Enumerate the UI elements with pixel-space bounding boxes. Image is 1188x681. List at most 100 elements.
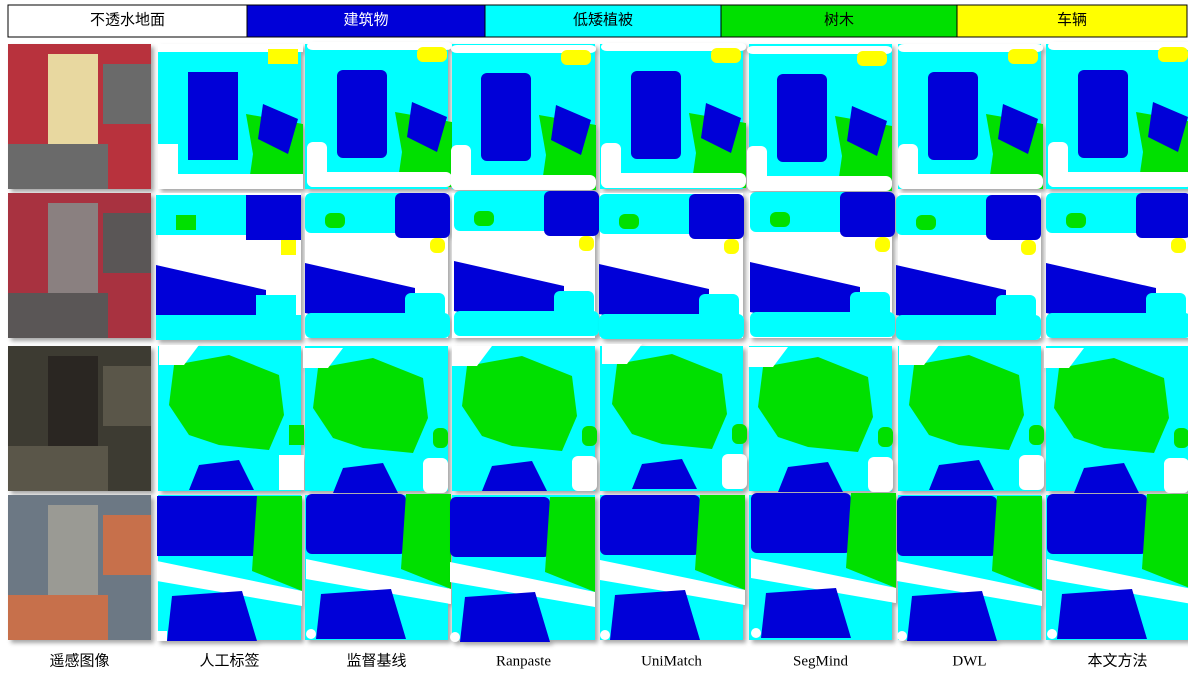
image-patch xyxy=(48,54,98,144)
segmentation-map xyxy=(749,493,896,640)
class-region xyxy=(601,173,746,188)
class-region xyxy=(157,496,257,556)
image-patch xyxy=(103,366,151,426)
segmentation-map xyxy=(898,44,1043,189)
figure: 不透水地面建筑物低矮植被树木车辆遥感图像人工标签监督基线RanpasteUniM… xyxy=(0,0,1188,676)
class-region xyxy=(1174,428,1188,448)
class-region xyxy=(451,175,596,190)
class-region xyxy=(433,428,448,448)
segmentation-map xyxy=(158,44,303,189)
class-region xyxy=(732,424,747,444)
class-region xyxy=(554,291,594,336)
column-label: Ranpaste xyxy=(496,653,551,669)
class-region xyxy=(325,213,345,228)
segmentation-map xyxy=(450,495,595,642)
class-region xyxy=(1046,193,1146,233)
class-region xyxy=(916,215,936,230)
image-patch xyxy=(103,64,151,124)
class-region xyxy=(1164,458,1188,493)
image-patch xyxy=(8,446,108,491)
class-region xyxy=(1029,425,1044,445)
legend-label: 车辆 xyxy=(1057,11,1087,28)
class-region xyxy=(405,293,445,338)
class-region xyxy=(157,631,167,641)
class-region xyxy=(777,74,827,162)
class-region xyxy=(474,211,494,226)
segmentation-map xyxy=(305,42,452,189)
class-region xyxy=(1171,238,1186,253)
image-patch xyxy=(103,213,151,273)
class-region xyxy=(306,494,406,554)
remote-image xyxy=(8,193,151,338)
class-region xyxy=(305,193,405,233)
class-region xyxy=(722,454,747,489)
class-region xyxy=(619,214,639,229)
column-label: 遥感图像 xyxy=(49,652,109,669)
class-region xyxy=(1057,589,1147,639)
class-region xyxy=(167,591,257,641)
class-region xyxy=(878,427,893,447)
segmentation-map xyxy=(303,346,448,493)
class-region xyxy=(1008,49,1038,64)
class-region xyxy=(840,192,895,237)
class-region xyxy=(1021,240,1036,255)
class-region xyxy=(430,238,445,253)
class-region xyxy=(750,192,850,232)
class-region xyxy=(747,176,892,191)
class-region xyxy=(481,73,531,161)
class-region xyxy=(1047,629,1057,639)
class-region xyxy=(600,495,700,555)
class-region xyxy=(156,195,256,235)
class-region xyxy=(610,590,700,640)
class-region xyxy=(850,292,890,337)
segmentation-map xyxy=(748,346,893,492)
segmentation-map xyxy=(305,193,450,338)
image-patch xyxy=(103,515,151,575)
class-region xyxy=(281,240,296,255)
remote-image xyxy=(8,346,151,491)
class-region xyxy=(268,49,298,64)
class-region xyxy=(751,628,761,638)
class-region xyxy=(307,172,452,187)
class-region xyxy=(751,493,851,553)
class-region xyxy=(582,426,597,446)
class-region xyxy=(928,72,978,160)
class-region xyxy=(875,237,890,252)
column-label: UniMatch xyxy=(641,653,702,669)
segmentation-map xyxy=(599,193,744,339)
class-region xyxy=(907,591,997,641)
segmentation-map xyxy=(158,345,304,491)
class-region xyxy=(599,194,699,234)
class-region xyxy=(423,458,448,493)
class-region xyxy=(897,496,997,556)
column-label: 监督基线 xyxy=(346,652,406,669)
class-region xyxy=(256,295,296,340)
column-label: SegMind xyxy=(793,653,849,669)
column-label: 本文方法 xyxy=(1087,652,1147,669)
class-region xyxy=(289,425,304,445)
legend-label: 建筑物 xyxy=(343,11,388,28)
class-region xyxy=(450,632,460,642)
class-region xyxy=(1048,172,1188,187)
class-region xyxy=(306,629,316,639)
column-label: 人工标签 xyxy=(199,652,259,669)
image-patch xyxy=(8,595,108,640)
class-region xyxy=(417,47,447,62)
segmentation-map xyxy=(157,495,302,641)
class-region xyxy=(454,191,554,231)
class-region xyxy=(279,455,304,490)
image-patch xyxy=(8,293,108,338)
class-region xyxy=(579,236,594,251)
class-region xyxy=(896,195,996,235)
class-region xyxy=(631,71,681,159)
legend-label: 不透水地面 xyxy=(90,11,165,28)
class-region xyxy=(188,72,238,160)
segmentation-map xyxy=(749,192,895,338)
image-patch xyxy=(48,203,98,293)
segmentation-map xyxy=(452,346,597,491)
segmentation-map xyxy=(747,44,892,191)
class-region xyxy=(868,457,893,492)
class-region xyxy=(1158,47,1188,62)
column-label: DWL xyxy=(952,653,986,669)
class-region xyxy=(996,295,1036,340)
